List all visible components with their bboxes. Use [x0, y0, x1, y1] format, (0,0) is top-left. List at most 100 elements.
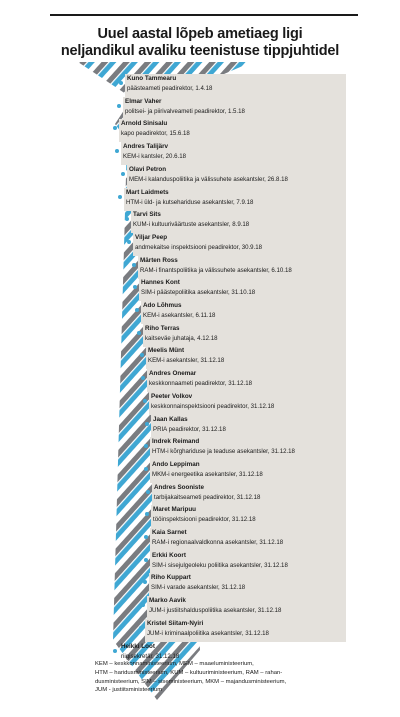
official-row: Marko Aavik JUM-i justiitshalduspoliitika… [141, 596, 346, 620]
bullet-dot [113, 126, 117, 131]
official-role: HTM-i üld- ja kutsehariduse asekantsler,… [126, 198, 254, 206]
bullet-dot [133, 285, 137, 290]
official-name: Kuno Tammearu [127, 75, 177, 82]
official-name: Meelis Münt [148, 347, 185, 355]
official-role: riigisekretär, 31.12.18 [121, 652, 180, 660]
official-name: Andres Sooniste [154, 483, 205, 491]
official-name: Indrek Reimand [152, 438, 200, 446]
bullet-dot [113, 648, 117, 653]
bullet-dot [119, 81, 123, 85]
footnote-line: JUM - justiitsministeerium [95, 687, 163, 694]
bullet-dot [140, 353, 144, 358]
official-row: Andres Talijärv KEM-i kantsler, 20.6.18 [115, 142, 346, 166]
official-role: keskkonnaameti peadirektor, 31.12.18 [149, 380, 252, 388]
official-name: Riho Kuppart [151, 574, 191, 582]
official-role: tööinspektsiooni peadirektor, 31.12.18 [153, 516, 256, 524]
official-name: Andres Onemar [149, 370, 197, 378]
official-role: andmekaitse inspektsiooni peadirektor, 3… [135, 243, 263, 251]
official-name: Olavi Petron [129, 165, 167, 173]
footnote-line: HTM – haridusministeerium, KUM – kultuur… [95, 669, 283, 676]
bullet-dot [141, 603, 145, 608]
bullet-dot [135, 308, 139, 312]
official-name: Riho Terras [145, 324, 180, 332]
official-row: Hannes Kont SIM-i päästepoliitika asekant… [133, 278, 346, 302]
official-row: Mart Laidmets HTM-i üld- ja kutsehariduse… [118, 187, 346, 211]
official-row: Kuno Tammearu päästeameti peadirektor, 1.… [119, 74, 346, 97]
bullet-dot [137, 330, 141, 335]
official-name: Ado Lõhmus [143, 302, 182, 309]
official-row: Tarvi Sits KUM-i kultuuriväärtuste asekan… [125, 210, 346, 234]
bullet-dot [127, 239, 131, 244]
official-role: KEM-i asekantsler, 31.12.18 [148, 357, 225, 365]
title-line-2: neljandikul avaliku teenistuse tippjuhti… [60, 43, 340, 59]
official-row: Kaia Sarnet RAM-i regionaalvaldkonna asek… [144, 528, 346, 551]
official-role: RAM-i finantspoliitika ja välissuhete as… [140, 266, 292, 274]
official-role: tarbijakaitseameti peadirektor, 31.12.18 [154, 493, 261, 501]
official-row: Andres Sooniste tarbijakaitseameti peadir… [146, 482, 346, 506]
bullet-dot [144, 444, 148, 449]
bullet-dot [144, 535, 148, 539]
bullet-dot [141, 376, 145, 381]
bullet-dot [144, 557, 148, 562]
official-name: Viljar Peep [135, 233, 168, 241]
official-role: KEM-i kantsler, 20.6.18 [123, 153, 186, 161]
bullet-dot [145, 512, 149, 517]
official-role: JUM-i justiitshalduspoliitika asekantsle… [149, 607, 282, 615]
bullet-dot [118, 194, 122, 199]
official-row: Ando Leppiman MKM-i energeetika asekantsl… [144, 459, 346, 483]
footnote-line: dusministeerium, SIM – siseministeerium,… [95, 678, 287, 685]
official-name: Erkki Koort [152, 551, 186, 559]
official-row: Maret Maripuu tööinspektsiooni peadirekto… [145, 505, 346, 529]
official-role: RAM-i regionaalvaldkonna asekantsler, 31… [152, 539, 284, 546]
official-name: Hannes Kont [141, 279, 180, 287]
official-role: kapo peadirektor, 15.6.18 [121, 130, 190, 138]
official-role: MEM-i kalanduspoliitika ja välissuhete a… [129, 175, 288, 183]
page-title: Uuel aastal lõpeb ametiaeg ligi neljandi… [0, 26, 400, 60]
bullet-dot [143, 580, 147, 585]
official-row: Viljar Peep andmekaitse inspektsiooni pea… [127, 232, 346, 256]
official-role: PRIA peadirektor, 31.12.18 [153, 425, 226, 433]
official-role: HTM-i kõrghariduse ja teaduse asekantsle… [152, 448, 295, 456]
official-name: Andres Talijärv [123, 143, 169, 151]
official-name: Tarvi Sits [133, 211, 161, 219]
bullet-dot [146, 489, 150, 494]
official-row: Olavi Petron MEM-i kalanduspoliitika ja v… [121, 164, 346, 188]
official-name: Maret Maripuu [153, 506, 197, 514]
official-role: keskkonnainspektsiooni peadirektor, 31.1… [151, 402, 275, 410]
official-role: SIM-i varade asekantsler, 31.12.18 [151, 584, 246, 592]
bullet-dot [139, 625, 143, 630]
official-row: Arnold Sinisalu kapo peadirektor, 15.6.18 [113, 119, 346, 143]
official-row: Märten Ross RAM-i finantspoliitika ja väl… [132, 255, 346, 279]
official-row: Kristel Siitam-Nyiri JUM-i kriminaalpolii… [139, 618, 346, 642]
bullet-dot [125, 217, 129, 222]
official-name: Heikki Loot [121, 642, 155, 650]
bullet-dot [121, 171, 125, 176]
bullet-dot [117, 103, 121, 108]
official-name: Ando Leppiman [152, 460, 200, 468]
official-row: Riho Terras kaitseväe juhataja, 4.12.18 [137, 323, 346, 347]
official-role: politsei- ja piirivalveameti peadirektor… [125, 107, 245, 115]
official-role: SIM-i sisejulgeoleku poliitika asekantsl… [152, 561, 288, 569]
official-name: Peeter Volkov [151, 392, 193, 400]
abbreviation-footnote: KEM – keskkonnaministeerium, MEM – maael… [95, 660, 355, 695]
title-line-1: Uuel aastal lõpeb ametiaeg ligi [97, 26, 303, 42]
official-row: Riho Kuppart SIM-i varade asekantsler, 31… [143, 573, 346, 597]
official-row: Indrek Reimand HTM-i kõrghariduse ja tead… [144, 437, 346, 461]
official-role: SIM-i päästepoliitika asekantsler, 31.10… [141, 289, 256, 297]
official-name: Jaan Kallas [153, 415, 188, 423]
official-role: KUM-i kultuuriväärtuste asekantsler, 8.9… [133, 221, 250, 229]
official-row: Peeter Volkov keskkonnainspektsiooni pead… [143, 391, 346, 415]
bullet-dot [143, 398, 147, 403]
official-row: Ado Lõhmus KEM-i asekantsler, 6.11.18 [135, 301, 346, 324]
bullet-dot [132, 262, 136, 267]
bullet-dot [144, 466, 148, 471]
official-name: Kaia Sarnet [152, 529, 187, 536]
official-role: kaitseväe juhataja, 4.12.18 [145, 334, 218, 342]
official-name: Marko Aavik [149, 597, 186, 605]
official-name: Märten Ross [140, 256, 178, 264]
official-row: Jaan Kallas PRIA peadirektor, 31.12.18 [145, 414, 346, 438]
official-role: KEM-i asekantsler, 6.11.18 [143, 312, 216, 319]
official-role: päästeameti peadirektor, 1.4.18 [127, 85, 213, 92]
top-rule [50, 14, 358, 16]
official-row: Andres Onemar keskkonnaameti peadirektor,… [141, 369, 346, 393]
